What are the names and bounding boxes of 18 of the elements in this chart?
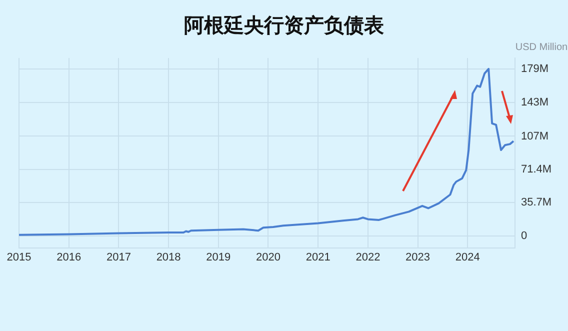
y-tick-label: 143M	[521, 96, 549, 109]
x-tick-label: 2023	[406, 252, 430, 264]
y-tick-label: 71.4M	[521, 163, 552, 176]
x-tick-label: 2022	[356, 252, 380, 264]
chart-title: 阿根廷央行资产负债表	[183, 12, 385, 39]
y-tick-label: 35.7M	[521, 196, 552, 209]
y-tick-label: 0	[521, 230, 528, 242]
x-tick-label: 2018	[156, 252, 181, 264]
x-tick-label: 2017	[106, 252, 131, 264]
y-tick-label: 179M	[521, 63, 549, 76]
x-tick-label: 2015	[6, 252, 32, 264]
x-tick-label: 2021	[306, 252, 330, 264]
x-tick-label: 2019	[206, 252, 231, 264]
y-axis-title: USD Million	[515, 42, 568, 53]
x-tick-label: 2024	[455, 252, 480, 264]
x-tick-label: 2020	[256, 252, 280, 264]
y-tick-label: 107M	[521, 130, 549, 142]
x-tick-label: 2016	[56, 252, 82, 264]
